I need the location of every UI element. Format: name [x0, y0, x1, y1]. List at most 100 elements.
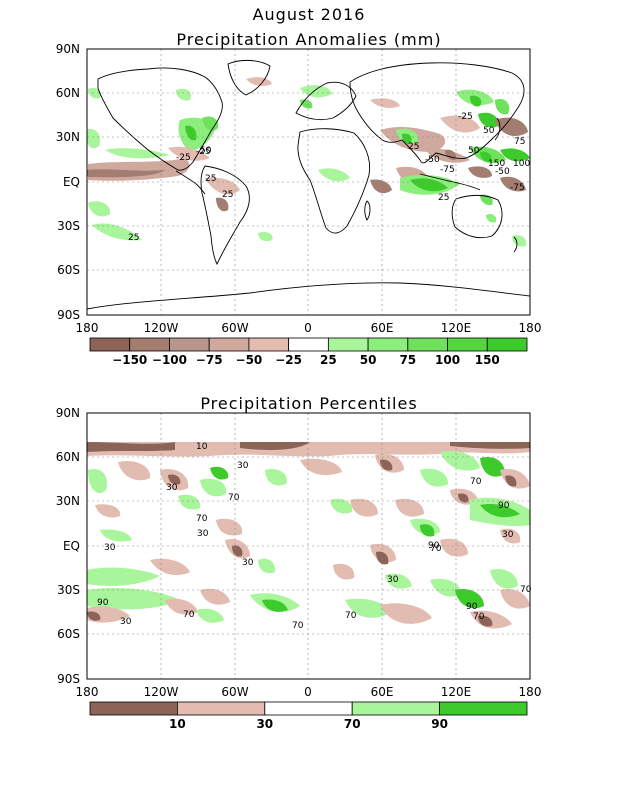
lat-label: 90S — [57, 672, 80, 686]
colorbar-label: 30 — [256, 717, 273, 731]
colorbar-swatch — [351, 701, 441, 716]
percentile-lon-axis: 180 120W 60W 0 60E 120E 180 — [76, 685, 542, 699]
colorbar-swatch — [248, 337, 290, 352]
percentile-contour-label: 30 — [502, 530, 514, 540]
colorbar-label: 150 — [475, 353, 500, 367]
lat-label: 30N — [56, 494, 80, 508]
percentile-contour-label: 70 — [196, 514, 208, 524]
colorbar-label: −150 — [112, 353, 147, 367]
lon-label: 180 — [76, 321, 99, 335]
lon-label: 60W — [221, 321, 248, 335]
lat-label: EQ — [63, 539, 80, 553]
colorbar-swatch — [264, 701, 353, 716]
percentile-contour-label: 70 — [470, 477, 482, 487]
anomaly-contour-label: -25 — [458, 112, 473, 122]
anomaly-contour-label: -25 — [196, 147, 211, 157]
colorbar-label: −75 — [196, 353, 223, 367]
anomaly-contour-label: 25 — [222, 190, 233, 200]
lon-label: 180 — [519, 685, 542, 699]
colorbar-swatch — [208, 337, 250, 352]
anomaly-contour-label: 25 — [438, 193, 449, 203]
anomaly-contour-label: 25 — [205, 174, 216, 184]
percentile-contour-label: 30 — [387, 575, 399, 585]
anomaly-contour-label: -25 — [176, 153, 191, 163]
lon-label: 180 — [519, 321, 542, 335]
figure-title: August 2016 — [252, 5, 366, 24]
percentile-map-frame — [86, 412, 531, 680]
percentile-contour-label: 70 — [183, 610, 195, 620]
percentile-contour-label: 70 — [228, 493, 240, 503]
lat-label: 60N — [56, 86, 80, 100]
colorbar-swatch — [367, 337, 409, 352]
colorbar-label: 25 — [320, 353, 337, 367]
colorbar-label: 10 — [169, 717, 186, 731]
percentile-contour-label: 70 — [473, 612, 485, 622]
colorbar-swatch — [288, 337, 329, 352]
percentile-contour-label: 70 — [520, 585, 532, 595]
percentile-panel-title: Precipitation Percentiles — [200, 394, 418, 413]
percentile-lat-axis: 90N 60N 30N EQ 30S 60S 90S — [56, 406, 80, 686]
colorbar-label: −25 — [275, 353, 302, 367]
colorbar-label: 90 — [431, 717, 448, 731]
percentile-contour-label: 70 — [345, 611, 357, 621]
lon-label: 0 — [304, 685, 312, 699]
percentile-contour-label: 90 — [466, 602, 478, 612]
lon-label: 60E — [371, 685, 394, 699]
colorbar-swatch — [327, 337, 369, 352]
anomaly-map-frame — [86, 48, 531, 316]
percentile-map: 10 30 30 30 30 30 30 30 30 70 70 70 70 7… — [86, 412, 532, 680]
percentile-contour-label: 90 — [97, 598, 109, 608]
colorbar-swatch — [169, 337, 210, 352]
colorbar-swatch — [439, 701, 528, 716]
lat-label: 60S — [57, 263, 80, 277]
colorbar-swatch — [89, 337, 131, 352]
lon-label: 120W — [144, 685, 179, 699]
lat-label: 30S — [57, 219, 80, 233]
lat-label: 90N — [56, 42, 80, 56]
lon-label: 0 — [304, 321, 312, 335]
percentile-contour-labels: 10 30 30 30 30 30 30 30 30 70 70 70 70 7… — [97, 442, 532, 631]
anomaly-contour-label: 50 — [200, 146, 212, 156]
lon-label: 60E — [371, 321, 394, 335]
colorbar-label: −100 — [152, 353, 187, 367]
anomaly-contour-label: -50 — [425, 155, 440, 165]
lat-label: 90N — [56, 406, 80, 420]
anomaly-lon-axis: 180 120W 60W 0 60E 120E 180 — [76, 321, 542, 335]
anomaly-panel-title: Precipitation Anomalies (mm) — [176, 30, 442, 49]
anomaly-gridlines — [87, 49, 530, 315]
colorbar-swatch — [89, 701, 178, 716]
percentile-gridlines — [87, 413, 530, 679]
percentile-contour-label: 90 — [498, 501, 510, 511]
lat-label: 60N — [56, 450, 80, 464]
lon-label: 120E — [441, 321, 472, 335]
percentile-shading — [87, 442, 530, 629]
anomaly-map: -25 -25 25 25 25 50 -25 50 75 50 -50 150… — [86, 48, 531, 316]
percentile-contour-label: 90 — [428, 541, 440, 551]
colorbar-label: 70 — [344, 717, 361, 731]
percentile-contour-label: 30 — [242, 558, 254, 568]
colorbar-swatch — [129, 337, 170, 352]
anomaly-contour-label: 50 — [468, 146, 480, 156]
lat-label: 30S — [57, 583, 80, 597]
percentile-contour-label: 30 — [120, 617, 132, 627]
colorbar-label: −50 — [236, 353, 263, 367]
percentile-contour-label: 30 — [104, 543, 116, 553]
anomaly-contour-label: -50 — [495, 167, 510, 177]
anomaly-contour-label: 100 — [513, 159, 530, 169]
anomaly-contour-label: -75 — [440, 165, 455, 175]
lat-label: 30N — [56, 130, 80, 144]
lat-label: 60S — [57, 627, 80, 641]
colorbar-label: 100 — [435, 353, 460, 367]
colorbar-swatch — [486, 337, 528, 352]
anomaly-contour-label: 25 — [128, 233, 139, 243]
anomaly-colorbar: −150 −100 −75 −50 −25 25 50 75 100 150 — [89, 337, 528, 367]
colorbar-swatch — [407, 337, 448, 352]
anomaly-contour-label: 50 — [483, 126, 495, 136]
anomaly-contour-label: 75 — [514, 137, 525, 147]
percentile-contour-label: 30 — [166, 483, 178, 493]
anomaly-shading — [87, 77, 530, 247]
percentile-contour-label: 70 — [430, 544, 442, 554]
anomaly-lat-axis: 90N 60N 30N EQ 30S 60S 90S — [56, 42, 80, 322]
anomaly-contour-label: 150 — [488, 159, 505, 169]
anomaly-contour-label: -75 — [510, 183, 525, 193]
